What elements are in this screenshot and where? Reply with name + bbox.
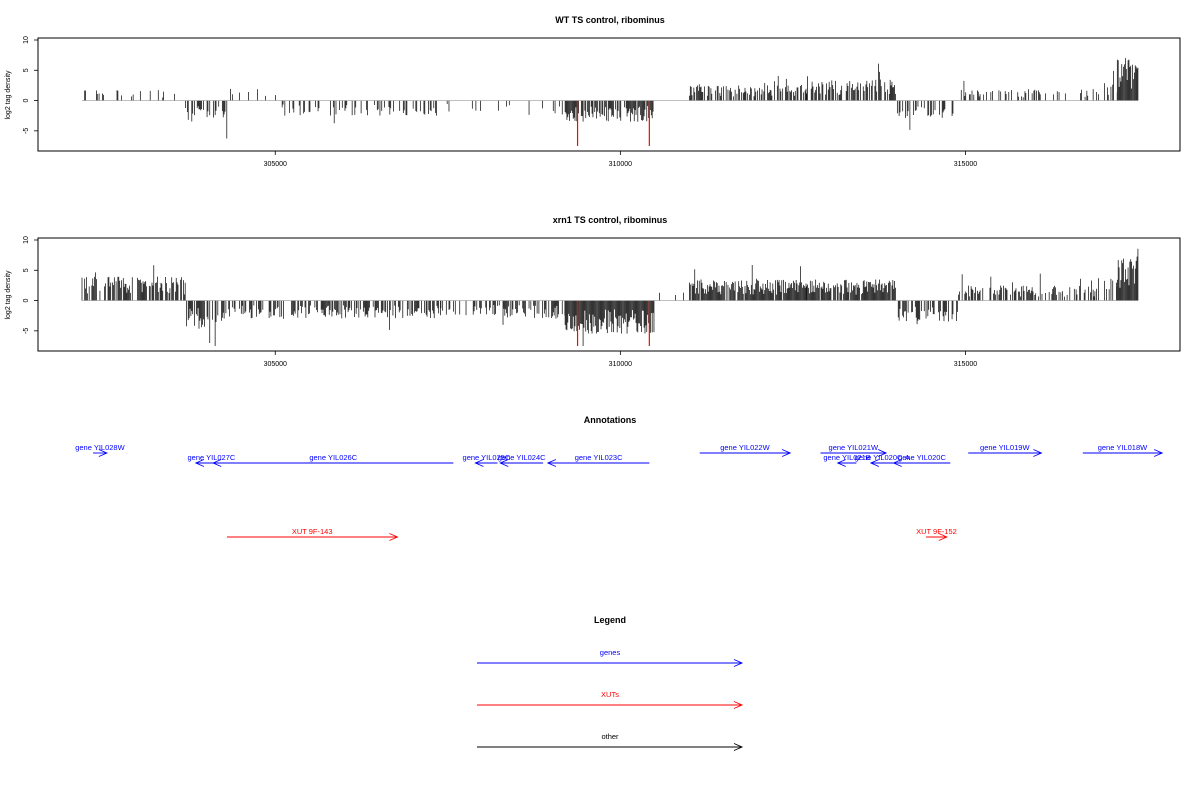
- wt-y-tick-label: -5: [23, 128, 30, 134]
- gene-arrow: [499, 459, 544, 467]
- gene-label: gene YIL026C: [309, 453, 357, 462]
- gene-label: gene YIL022W: [720, 443, 770, 452]
- xrn1-y-axis: -5 0 5 10: [23, 236, 38, 334]
- wt-bars: [84, 58, 1139, 139]
- xut-label: XUT 9F-152: [916, 527, 957, 536]
- gene-label: gene YIL028W: [75, 443, 125, 452]
- gene-label: gene YIL018W: [1098, 443, 1148, 452]
- gene-label: gene YIL019W: [980, 443, 1030, 452]
- wt-x-axis: 305000 310000 315000: [264, 151, 977, 168]
- gene-label: gene YIL025C: [463, 453, 511, 462]
- gene-label: gene YIL023C: [575, 453, 623, 462]
- xut-arrow: [226, 533, 399, 541]
- gene-label: gene YIL020C-A: [855, 453, 910, 462]
- gene-arrow: [474, 459, 498, 467]
- gene-label: gene YIL021B: [823, 453, 870, 462]
- wt-track-panel: WT TS control, ribominus log2 tag densit…: [5, 15, 1181, 168]
- wt-y-tick-label: 10: [23, 36, 30, 44]
- wt-highlight-marks: [576, 100, 650, 146]
- xrn1-track-title: xrn1 TS control, ribominus: [553, 215, 668, 225]
- gene-arrow: [546, 459, 650, 467]
- xrn1-plot-frame: [37, 237, 1181, 352]
- xrn1-x-axis: 305000 310000 315000: [264, 351, 977, 368]
- wt-y-tick-label: 0: [23, 99, 30, 103]
- xrn1-y-tick-label: 5: [23, 268, 30, 272]
- gene-arrow: [93, 449, 108, 457]
- legend-xut-label: XUTs: [601, 690, 619, 699]
- gene-arrow: [212, 459, 454, 467]
- wt-track-title: WT TS control, ribominus: [555, 15, 665, 25]
- legend-panel: Legend genes XUTs other: [477, 615, 744, 751]
- wt-y-tick-label: 5: [23, 68, 30, 72]
- xrn1-y-tick-label: 10: [23, 236, 30, 244]
- wt-y-axis: -5 0 5 10: [23, 36, 38, 134]
- gene-label: gene YIL020C: [898, 453, 946, 462]
- wt-y-axis-label: log2 tag density: [5, 70, 12, 120]
- xrn1-y-axis-label: log2 tag density: [5, 270, 12, 320]
- gene-label: gene YIL024C: [498, 453, 546, 462]
- legend-gene-label: genes: [600, 648, 621, 657]
- legend-gene-arrow: [477, 659, 744, 667]
- wt-plot-frame: [37, 37, 1181, 152]
- xrn1-bars: [81, 248, 1139, 346]
- annotations-title: Annotations: [584, 415, 637, 425]
- gene-arrow: [968, 449, 1043, 457]
- legend-xut-arrow: [477, 701, 744, 709]
- gene-arrow: [1082, 449, 1164, 457]
- legend-title: Legend: [594, 615, 626, 625]
- gene-arrow: [820, 449, 888, 457]
- annotation-features: gene YIL028W gene YIL027C gene YIL026C gene…: [75, 443, 1164, 541]
- wt-x-tick-label: 315000: [954, 161, 977, 168]
- gene-arrow: [892, 459, 951, 467]
- xrn1-x-tick-label: 310000: [609, 361, 632, 368]
- xrn1-highlight-marks: [576, 300, 650, 346]
- legend-other-label: other: [601, 732, 619, 741]
- xrn1-y-tick-label: -5: [23, 328, 30, 334]
- legend-items: genes XUTs other: [477, 648, 744, 751]
- xrn1-x-tick-label: 305000: [264, 361, 287, 368]
- gene-arrow: [836, 459, 857, 467]
- gene-arrow: [869, 459, 894, 467]
- gene-label: gene YIL021W: [829, 443, 879, 452]
- gene-arrow: [699, 449, 792, 457]
- xrn1-y-tick-label: 0: [23, 299, 30, 303]
- xut-arrow: [926, 533, 948, 541]
- xrn1-x-tick-label: 315000: [954, 361, 977, 368]
- gene-label: gene YIL027C: [187, 453, 235, 462]
- wt-x-tick-label: 310000: [609, 161, 632, 168]
- wt-x-tick-label: 305000: [264, 161, 287, 168]
- xut-label: XUT 9F-143: [292, 527, 333, 536]
- legend-other-arrow: [477, 743, 744, 751]
- xrn1-track-panel: xrn1 TS control, ribominus log2 tag dens…: [5, 215, 1181, 368]
